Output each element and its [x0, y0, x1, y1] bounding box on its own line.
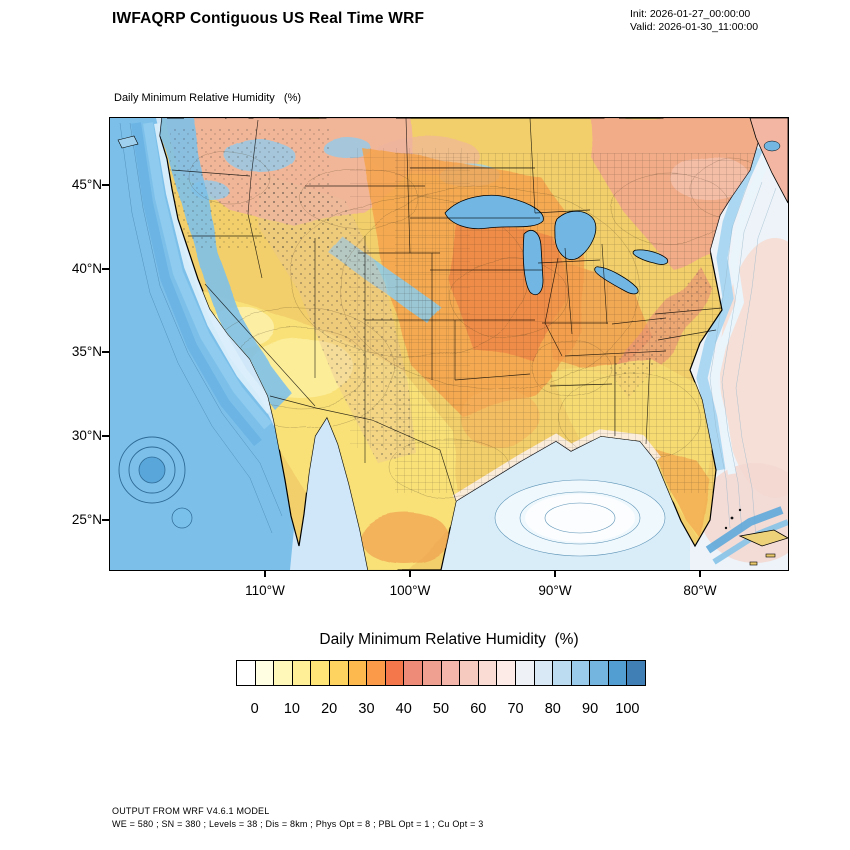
colorbar-tick-label: 90 — [582, 701, 599, 717]
x-tickmark — [409, 570, 411, 577]
map-plot-area — [109, 117, 789, 571]
x-tick-label: 110°W — [245, 583, 285, 598]
colorbar-tick-label: 40 — [395, 701, 412, 717]
colorbar-box-16 — [533, 660, 554, 686]
y-tick-label: 25°N — [71, 512, 102, 527]
y-tickmark — [102, 184, 109, 186]
islands — [117, 118, 788, 566]
great-lakes — [444, 195, 669, 296]
state-boundaries — [171, 118, 723, 502]
colorbar-box-21 — [626, 660, 647, 686]
colorbar-title: Daily Minimum Relative Humidity (%) — [319, 631, 579, 648]
colorbar-box-7 — [366, 660, 386, 686]
footer-config-info: WE = 580 ; SN = 380 ; Levels = 38 ; Dis … — [112, 819, 484, 829]
lake-ontario — [632, 249, 669, 265]
colorbar-tick-label: 80 — [544, 701, 561, 717]
colorbar-box-15 — [514, 660, 535, 686]
colorbar — [236, 660, 647, 686]
y-tick-label: 40°N — [71, 261, 102, 276]
lake-huron — [554, 210, 597, 260]
colorbar-tick-label: 60 — [470, 701, 487, 717]
colorbar-box-12 — [459, 660, 479, 686]
colorbar-box-4 — [310, 660, 330, 686]
colorbar-box-13 — [477, 660, 498, 686]
colorbar-box-20 — [607, 660, 628, 686]
x-tick-label: 100°W — [389, 583, 431, 598]
colorbar-box-0 — [236, 660, 256, 686]
canada-maritimes — [749, 118, 788, 204]
y-tick-label: 30°N — [71, 428, 102, 443]
x-tickmark — [699, 570, 701, 577]
colorbar-box-9 — [403, 660, 423, 686]
colorbar-tick-label: 70 — [507, 701, 524, 717]
colorbar-box-19 — [589, 660, 609, 686]
y-tick-label: 35°N — [71, 344, 102, 359]
colorbar-box-17 — [552, 660, 572, 686]
y-tickmark — [102, 268, 109, 270]
colorbar-box-8 — [384, 660, 405, 686]
x-tick-label: 80°W — [683, 583, 717, 598]
lake-erie — [594, 266, 639, 295]
y-tickmark — [102, 435, 109, 437]
field-label: Daily Minimum Relative Humidity (%) — [114, 92, 302, 104]
y-tickmark — [102, 351, 109, 353]
valid-time: Valid: 2026-01-30_11:00:00 — [630, 21, 759, 33]
init-time: Init: 2026-01-27_00:00:00 — [630, 8, 751, 20]
model-timestamps: Init: 2026-01-27_00:00:00 Valid: 2026-01… — [630, 8, 758, 34]
colorbar-tick-label: 0 — [250, 701, 259, 717]
pacific-ocean — [110, 118, 295, 570]
colorbar-box-5 — [328, 660, 349, 686]
colorbar-box-10 — [421, 660, 442, 686]
footer-model-info: OUTPUT FROM WRF V4.6.1 MODEL — [112, 806, 270, 816]
colorbar-tick-label: 20 — [321, 701, 338, 717]
colorbar-tick-label: 100 — [615, 701, 640, 717]
colorbar-box-14 — [496, 660, 516, 686]
colorbar-box-6 — [347, 660, 368, 686]
x-tick-label: 90°W — [538, 583, 572, 598]
lake-superior — [444, 195, 544, 230]
x-tickmark — [264, 570, 266, 577]
colorbar-box-1 — [254, 660, 275, 686]
x-tickmark — [554, 570, 556, 577]
colorbar-box-2 — [273, 660, 293, 686]
colorbar-tick-label: 50 — [432, 701, 450, 717]
colorbar-box-3 — [291, 660, 312, 686]
rh-contour-map — [110, 118, 788, 570]
colorbar-box-11 — [440, 660, 461, 686]
colorbar-tick-labels: 0 10 20 30 40 50 60 70 80 90 100 — [236, 701, 646, 719]
y-tick-label: 45°N — [71, 177, 102, 192]
colorbar-tick-label: 10 — [283, 701, 300, 717]
figure-title: IWFAQRP Contiguous US Real Time WRF — [112, 10, 425, 27]
y-tickmark — [102, 519, 109, 521]
cuba — [738, 529, 788, 547]
colorbar-tick-label: 30 — [358, 701, 375, 717]
vancouver-island — [117, 135, 139, 149]
colorbar-box-18 — [570, 660, 591, 686]
